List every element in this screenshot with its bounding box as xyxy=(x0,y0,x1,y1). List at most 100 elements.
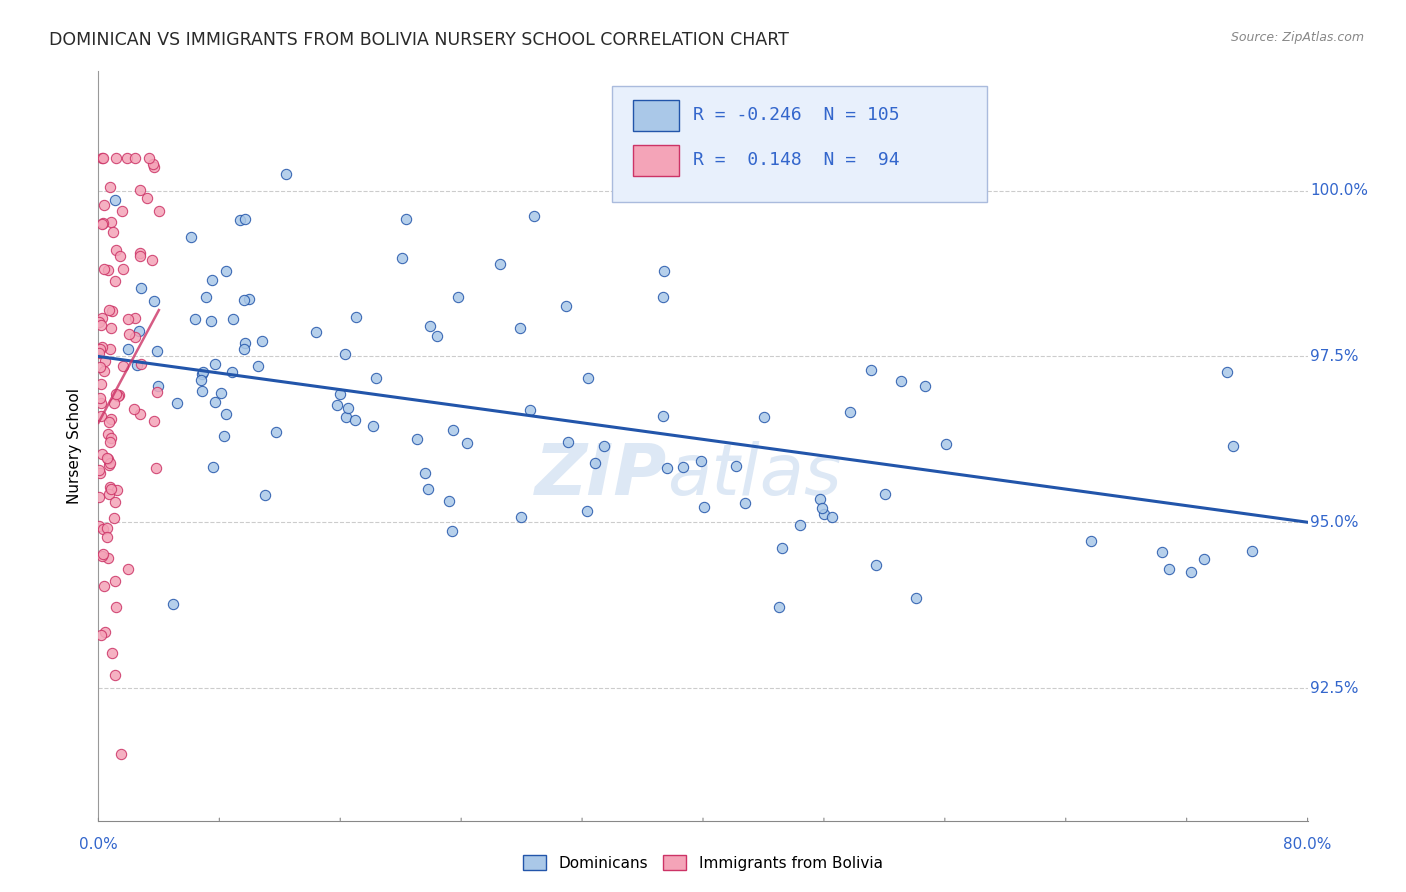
Point xyxy=(148,204,170,219)
Point xyxy=(233,211,256,226)
Point xyxy=(138,151,160,165)
Point xyxy=(229,213,252,227)
Point xyxy=(91,547,114,561)
Point xyxy=(264,425,287,439)
Point xyxy=(111,204,134,219)
Point xyxy=(90,409,112,424)
Point xyxy=(254,488,277,502)
Point xyxy=(96,450,118,465)
Point xyxy=(143,293,166,308)
Point xyxy=(443,423,465,437)
Point xyxy=(439,494,461,508)
Point xyxy=(238,292,260,306)
Point xyxy=(90,377,112,392)
Point xyxy=(91,549,114,563)
Point xyxy=(305,325,328,339)
Text: DOMINICAN VS IMMIGRANTS FROM BOLIVIA NURSERY SCHOOL CORRELATION CHART: DOMINICAN VS IMMIGRANTS FROM BOLIVIA NUR… xyxy=(49,31,789,49)
Bar xyxy=(633,145,679,177)
Point xyxy=(215,407,238,421)
Point xyxy=(810,501,832,516)
Point xyxy=(333,347,356,361)
Point xyxy=(406,432,429,446)
Point xyxy=(191,368,214,382)
Point xyxy=(103,225,125,239)
Point xyxy=(104,667,127,681)
Point xyxy=(576,371,599,385)
Point xyxy=(754,410,776,425)
Text: atlas: atlas xyxy=(666,442,841,510)
Point xyxy=(557,434,579,449)
Point xyxy=(117,561,139,575)
Point xyxy=(124,311,146,326)
Point xyxy=(770,541,793,556)
Point xyxy=(1157,562,1180,576)
Point xyxy=(768,600,790,615)
Text: 0.0%: 0.0% xyxy=(79,838,118,852)
Point xyxy=(89,315,111,329)
Point xyxy=(1215,365,1237,379)
Point xyxy=(98,480,121,494)
Point xyxy=(583,456,606,470)
Point xyxy=(104,495,127,509)
Point xyxy=(97,263,120,277)
Point xyxy=(654,264,676,278)
Point xyxy=(129,357,152,371)
Point xyxy=(90,628,112,642)
Point xyxy=(90,447,112,461)
Text: 97.5%: 97.5% xyxy=(1310,349,1358,364)
Point xyxy=(734,496,756,510)
Point xyxy=(336,401,359,416)
Point xyxy=(555,299,578,313)
Point xyxy=(117,312,139,326)
Text: ZIP: ZIP xyxy=(534,442,666,510)
Point xyxy=(651,290,673,304)
Point xyxy=(100,431,122,445)
Point xyxy=(233,293,256,307)
Point xyxy=(252,334,274,349)
Point xyxy=(100,646,122,660)
Point xyxy=(97,427,120,442)
Point xyxy=(221,311,243,326)
Point xyxy=(209,385,232,400)
Point xyxy=(90,396,112,410)
Point xyxy=(194,290,217,304)
Point xyxy=(233,336,256,351)
Point xyxy=(190,373,212,387)
Point xyxy=(115,151,138,165)
Point xyxy=(124,151,146,165)
Point xyxy=(104,193,127,207)
Point xyxy=(103,395,125,409)
Point xyxy=(142,414,165,428)
Point xyxy=(145,344,167,359)
Text: 80.0%: 80.0% xyxy=(1284,838,1331,852)
Point xyxy=(221,366,243,380)
Point xyxy=(904,591,927,605)
Point xyxy=(128,183,150,197)
Point xyxy=(489,257,512,271)
Point xyxy=(935,436,957,450)
Point xyxy=(141,252,163,267)
Point xyxy=(456,436,478,450)
Point xyxy=(103,511,125,525)
Point xyxy=(91,522,114,536)
Point xyxy=(98,456,121,470)
FancyBboxPatch shape xyxy=(613,87,987,202)
Point xyxy=(96,521,118,535)
Point xyxy=(364,370,387,384)
Point xyxy=(100,215,122,229)
Point xyxy=(1222,439,1244,453)
Point xyxy=(108,249,131,263)
Point xyxy=(335,409,357,424)
Point xyxy=(89,490,111,504)
Text: R =  0.148  N =  94: R = 0.148 N = 94 xyxy=(693,151,900,169)
Point xyxy=(100,179,122,194)
Point xyxy=(873,487,896,501)
Point xyxy=(107,389,129,403)
Point xyxy=(246,359,269,373)
Point xyxy=(100,412,122,426)
Point xyxy=(100,483,122,497)
Point xyxy=(89,342,111,356)
Point xyxy=(201,460,224,475)
Point xyxy=(326,398,349,412)
Point xyxy=(143,160,166,174)
